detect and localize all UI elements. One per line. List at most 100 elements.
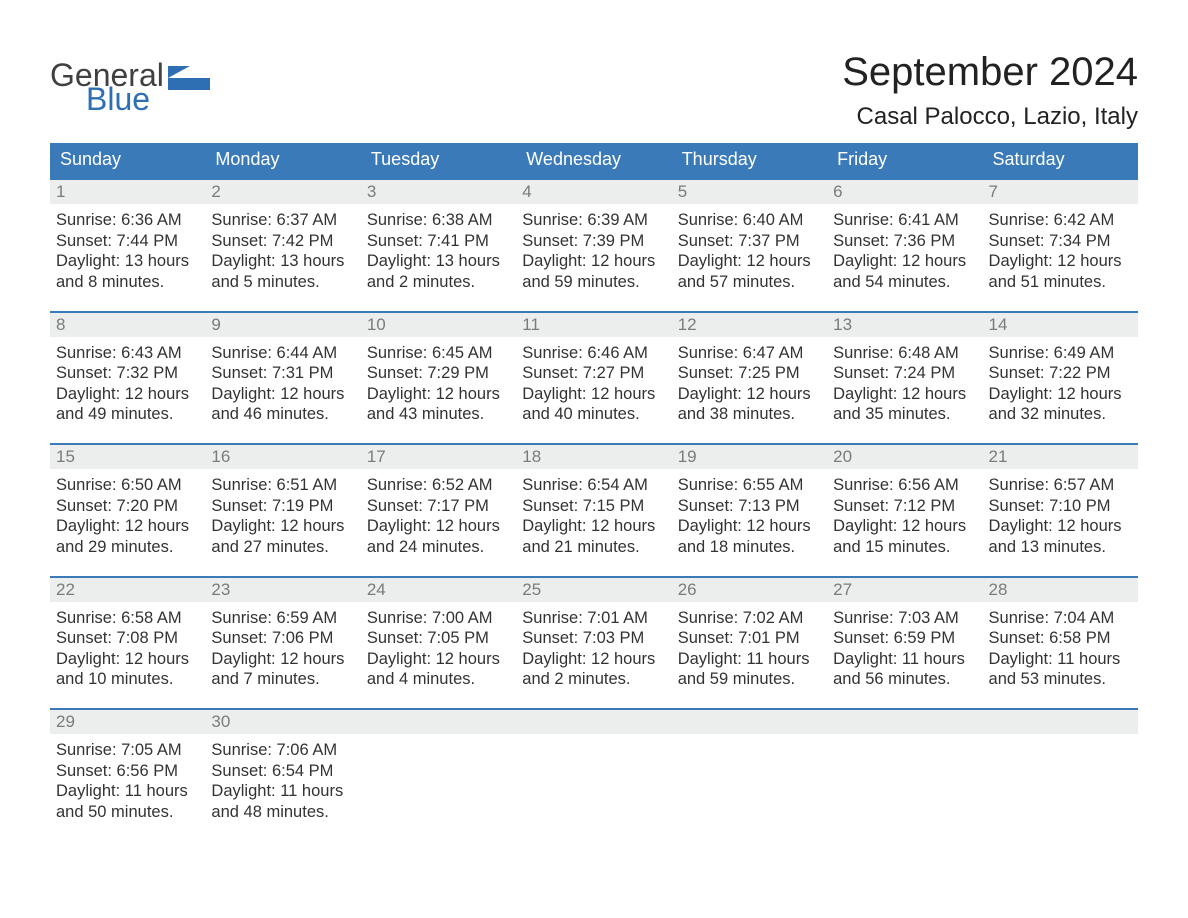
- calendar-day: 20Sunrise: 6:56 AMSunset: 7:12 PMDayligh…: [827, 443, 982, 562]
- sunset-text: Sunset: 7:01 PM: [678, 628, 821, 649]
- day-body: [983, 734, 1138, 744]
- sunrise-text: Sunrise: 7:03 AM: [833, 608, 976, 629]
- day-body: Sunrise: 6:44 AMSunset: 7:31 PMDaylight:…: [205, 337, 360, 430]
- day-number: 21: [983, 443, 1138, 469]
- daylight-text: Daylight: 11 hours and 50 minutes.: [56, 781, 199, 822]
- day-number: [983, 708, 1138, 734]
- sunset-text: Sunset: 7:44 PM: [56, 231, 199, 252]
- day-body: Sunrise: 6:57 AMSunset: 7:10 PMDaylight:…: [983, 469, 1138, 562]
- calendar-day: 25Sunrise: 7:01 AMSunset: 7:03 PMDayligh…: [516, 576, 671, 695]
- day-number: 7: [983, 178, 1138, 204]
- day-number: [672, 708, 827, 734]
- calendar-day: 5Sunrise: 6:40 AMSunset: 7:37 PMDaylight…: [672, 178, 827, 297]
- calendar-day: 7Sunrise: 6:42 AMSunset: 7:34 PMDaylight…: [983, 178, 1138, 297]
- day-number: 3: [361, 178, 516, 204]
- calendar: Sunday Monday Tuesday Wednesday Thursday…: [50, 143, 1138, 827]
- calendar-day: 14Sunrise: 6:49 AMSunset: 7:22 PMDayligh…: [983, 311, 1138, 430]
- flag-icon: [168, 66, 210, 90]
- sunset-text: Sunset: 7:41 PM: [367, 231, 510, 252]
- day-body: Sunrise: 7:03 AMSunset: 6:59 PMDaylight:…: [827, 602, 982, 695]
- sunset-text: Sunset: 7:29 PM: [367, 363, 510, 384]
- day-number: 17: [361, 443, 516, 469]
- sunset-text: Sunset: 7:25 PM: [678, 363, 821, 384]
- day-number: 20: [827, 443, 982, 469]
- sunrise-text: Sunrise: 6:59 AM: [211, 608, 354, 629]
- calendar-day: 26Sunrise: 7:02 AMSunset: 7:01 PMDayligh…: [672, 576, 827, 695]
- day-number: [827, 708, 982, 734]
- sunset-text: Sunset: 7:08 PM: [56, 628, 199, 649]
- day-number: 1: [50, 178, 205, 204]
- sunset-text: Sunset: 7:34 PM: [989, 231, 1132, 252]
- day-number: 29: [50, 708, 205, 734]
- daylight-text: Daylight: 12 hours and 7 minutes.: [211, 649, 354, 690]
- daylight-text: Daylight: 12 hours and 43 minutes.: [367, 384, 510, 425]
- sunrise-text: Sunrise: 6:51 AM: [211, 475, 354, 496]
- sunrise-text: Sunrise: 6:44 AM: [211, 343, 354, 364]
- day-body: Sunrise: 6:41 AMSunset: 7:36 PMDaylight:…: [827, 204, 982, 297]
- calendar-day: 21Sunrise: 6:57 AMSunset: 7:10 PMDayligh…: [983, 443, 1138, 562]
- sunrise-text: Sunrise: 6:39 AM: [522, 210, 665, 231]
- day-body: Sunrise: 6:58 AMSunset: 7:08 PMDaylight:…: [50, 602, 205, 695]
- day-number: 26: [672, 576, 827, 602]
- weekday-col: Friday: [827, 143, 982, 178]
- day-body: Sunrise: 6:40 AMSunset: 7:37 PMDaylight:…: [672, 204, 827, 297]
- calendar-day: [516, 708, 671, 827]
- calendar-day: 8Sunrise: 6:43 AMSunset: 7:32 PMDaylight…: [50, 311, 205, 430]
- day-number: 11: [516, 311, 671, 337]
- day-body: Sunrise: 6:46 AMSunset: 7:27 PMDaylight:…: [516, 337, 671, 430]
- day-number: 4: [516, 178, 671, 204]
- calendar-day: 10Sunrise: 6:45 AMSunset: 7:29 PMDayligh…: [361, 311, 516, 430]
- daylight-text: Daylight: 11 hours and 53 minutes.: [989, 649, 1132, 690]
- daylight-text: Daylight: 12 hours and 24 minutes.: [367, 516, 510, 557]
- day-body: Sunrise: 6:42 AMSunset: 7:34 PMDaylight:…: [983, 204, 1138, 297]
- calendar-day: [361, 708, 516, 827]
- sunrise-text: Sunrise: 6:47 AM: [678, 343, 821, 364]
- sunset-text: Sunset: 6:56 PM: [56, 761, 199, 782]
- day-number: 2: [205, 178, 360, 204]
- daylight-text: Daylight: 13 hours and 8 minutes.: [56, 251, 199, 292]
- sunrise-text: Sunrise: 6:49 AM: [989, 343, 1132, 364]
- daylight-text: Daylight: 12 hours and 46 minutes.: [211, 384, 354, 425]
- day-number: 24: [361, 576, 516, 602]
- day-number: 6: [827, 178, 982, 204]
- daylight-text: Daylight: 12 hours and 18 minutes.: [678, 516, 821, 557]
- sunset-text: Sunset: 7:27 PM: [522, 363, 665, 384]
- sunset-text: Sunset: 7:10 PM: [989, 496, 1132, 517]
- sunset-text: Sunset: 7:17 PM: [367, 496, 510, 517]
- calendar-day: [827, 708, 982, 827]
- calendar-day: 3Sunrise: 6:38 AMSunset: 7:41 PMDaylight…: [361, 178, 516, 297]
- day-number: 18: [516, 443, 671, 469]
- day-number: 19: [672, 443, 827, 469]
- sunset-text: Sunset: 6:59 PM: [833, 628, 976, 649]
- day-body: Sunrise: 6:52 AMSunset: 7:17 PMDaylight:…: [361, 469, 516, 562]
- calendar-day: 17Sunrise: 6:52 AMSunset: 7:17 PMDayligh…: [361, 443, 516, 562]
- calendar-day: [983, 708, 1138, 827]
- day-body: Sunrise: 7:06 AMSunset: 6:54 PMDaylight:…: [205, 734, 360, 827]
- sunset-text: Sunset: 7:15 PM: [522, 496, 665, 517]
- day-body: Sunrise: 6:43 AMSunset: 7:32 PMDaylight:…: [50, 337, 205, 430]
- header: General Blue September 2024 Casal Palocc…: [50, 50, 1138, 131]
- calendar-day: [672, 708, 827, 827]
- calendar-day: 30Sunrise: 7:06 AMSunset: 6:54 PMDayligh…: [205, 708, 360, 827]
- brand-logo: General Blue: [50, 60, 210, 115]
- day-number: [361, 708, 516, 734]
- weekday-col: Thursday: [672, 143, 827, 178]
- daylight-text: Daylight: 12 hours and 10 minutes.: [56, 649, 199, 690]
- daylight-text: Daylight: 11 hours and 48 minutes.: [211, 781, 354, 822]
- day-number: 25: [516, 576, 671, 602]
- day-body: Sunrise: 7:01 AMSunset: 7:03 PMDaylight:…: [516, 602, 671, 695]
- daylight-text: Daylight: 12 hours and 2 minutes.: [522, 649, 665, 690]
- day-body: Sunrise: 6:37 AMSunset: 7:42 PMDaylight:…: [205, 204, 360, 297]
- weekday-col: Sunday: [50, 143, 205, 178]
- calendar-day: 19Sunrise: 6:55 AMSunset: 7:13 PMDayligh…: [672, 443, 827, 562]
- sunset-text: Sunset: 7:03 PM: [522, 628, 665, 649]
- calendar-day: 13Sunrise: 6:48 AMSunset: 7:24 PMDayligh…: [827, 311, 982, 430]
- month-title: September 2024: [842, 50, 1138, 95]
- sunrise-text: Sunrise: 6:38 AM: [367, 210, 510, 231]
- sunset-text: Sunset: 7:22 PM: [989, 363, 1132, 384]
- day-number: 27: [827, 576, 982, 602]
- sunrise-text: Sunrise: 6:50 AM: [56, 475, 199, 496]
- sunset-text: Sunset: 7:13 PM: [678, 496, 821, 517]
- day-body: Sunrise: 6:39 AMSunset: 7:39 PMDaylight:…: [516, 204, 671, 297]
- day-body: Sunrise: 6:36 AMSunset: 7:44 PMDaylight:…: [50, 204, 205, 297]
